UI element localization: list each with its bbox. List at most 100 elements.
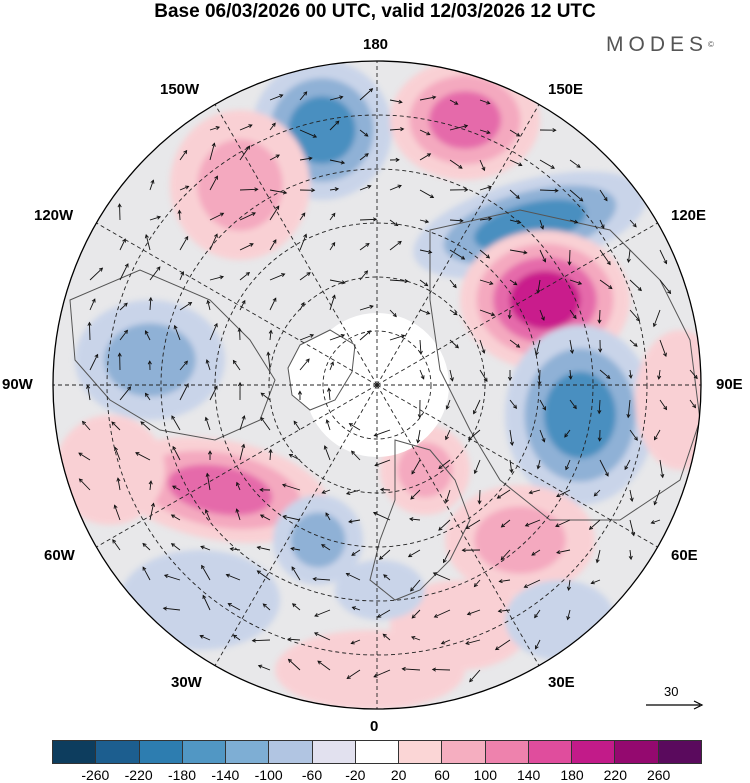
colorbar-swatch (399, 741, 443, 763)
wind-arrow (145, 234, 151, 251)
wind-arrowhead (692, 404, 697, 409)
meridian-line (376, 384, 658, 548)
wind-arrow (269, 273, 285, 281)
wind-arrowhead (321, 544, 326, 548)
wind-arrowhead (572, 314, 577, 320)
wind-arrowhead (397, 184, 402, 189)
wind-arrow (346, 669, 361, 679)
wind-arrow (509, 459, 513, 473)
wind-arrow (351, 450, 361, 461)
wind-arrow (114, 447, 121, 461)
wind-arrow (114, 505, 121, 521)
wind-arrowhead (259, 487, 264, 492)
wind-arrow (171, 415, 181, 431)
wind-arrowhead (330, 361, 334, 366)
wind-arrowhead (507, 314, 512, 320)
wind-arrow (329, 361, 334, 371)
wind-arrow (233, 634, 241, 641)
wind-arrow (379, 549, 391, 560)
wind-arrow (479, 369, 488, 382)
wind-arrow (419, 369, 425, 380)
lon-label-60e: 60E (671, 547, 698, 564)
wind-arrow (228, 603, 241, 611)
wind-arrowhead (473, 469, 478, 475)
wind-arrowhead (600, 224, 605, 229)
wind-arrow (359, 218, 377, 221)
wind-arrow (479, 159, 485, 171)
wind-arrow (291, 547, 301, 551)
wind-arrowhead (477, 500, 482, 505)
wind-arrowhead (215, 126, 221, 130)
wind-arrowhead (327, 387, 332, 392)
wind-arrow (629, 549, 632, 560)
wind-arrowhead (693, 374, 698, 380)
colorbar-swatch (53, 741, 97, 763)
wind-arrow (269, 239, 277, 251)
wind-arrow (438, 459, 451, 469)
anomaly-field (53, 61, 701, 709)
wind-arrow (359, 88, 373, 101)
wind-arrowhead (382, 633, 387, 638)
wind-arrowhead (629, 497, 634, 502)
wind-arrowhead (426, 131, 431, 136)
wind-arrowhead (78, 478, 83, 483)
anomaly-contour (509, 270, 581, 330)
wind-arrow (569, 159, 581, 168)
wind-arrowhead (171, 415, 176, 420)
wind-arrowhead (346, 675, 351, 679)
wind-arrow (509, 279, 518, 286)
wind-arrow (419, 219, 429, 223)
colorbar-swatch (226, 741, 270, 763)
wind-arrowhead (489, 281, 494, 286)
wind-arrowhead (251, 212, 256, 217)
wind-arrow (569, 309, 577, 319)
wind-arrow (495, 639, 511, 650)
wind-arrow (200, 546, 211, 551)
colorbar-tick-label: 220 (603, 767, 628, 783)
wind-arrow (119, 386, 131, 401)
wind-arrow (252, 639, 271, 642)
wind-arrowhead (348, 423, 353, 427)
wind-arrowhead (500, 523, 506, 528)
wind-arrow (321, 544, 331, 551)
wind-arrow (326, 419, 331, 431)
wind-arrowhead (86, 384, 91, 389)
meridian-line (376, 104, 540, 386)
wind-arrowhead (272, 297, 277, 302)
wind-arrowhead (111, 421, 116, 426)
wind-arrowhead (608, 285, 613, 290)
wind-arrow (479, 217, 492, 221)
wind-arrowhead (531, 551, 536, 556)
wind-arrow (239, 188, 258, 191)
wind-arrow (569, 219, 578, 223)
wind-arrow (659, 249, 667, 264)
wind-arrow (479, 339, 485, 354)
wind-arrow (329, 279, 346, 284)
wind-arrowhead (542, 258, 547, 263)
anomaly-contour (104, 323, 196, 397)
wind-arrow (538, 369, 541, 385)
wind-arrow (171, 543, 181, 551)
wind-arrowhead (211, 142, 216, 147)
wind-arrowhead (172, 445, 177, 451)
wind-arrowhead (485, 254, 491, 259)
wind-arrow (269, 205, 280, 221)
wind-arrow (479, 279, 493, 285)
wind-arrowhead (595, 558, 600, 564)
wind-arrowhead (365, 242, 370, 247)
wind-arrow (119, 302, 128, 311)
colorbar-swatch (615, 741, 659, 763)
wind-arrowhead (481, 166, 486, 172)
colorbar-swatch (485, 741, 529, 763)
wind-arrowhead (513, 404, 518, 409)
wind-arrow (629, 279, 642, 291)
wind-arrowhead (200, 545, 205, 550)
colorbar-tick-label: -100 (254, 767, 283, 783)
wind-arrow (258, 665, 271, 671)
wind-arrowhead (576, 163, 581, 168)
wind-arrowhead (254, 187, 259, 192)
wind-arrowhead (213, 322, 218, 328)
lon-label-90w: 90W (2, 376, 33, 393)
wind-arrowhead (598, 348, 603, 353)
wind-arrow (206, 473, 211, 491)
